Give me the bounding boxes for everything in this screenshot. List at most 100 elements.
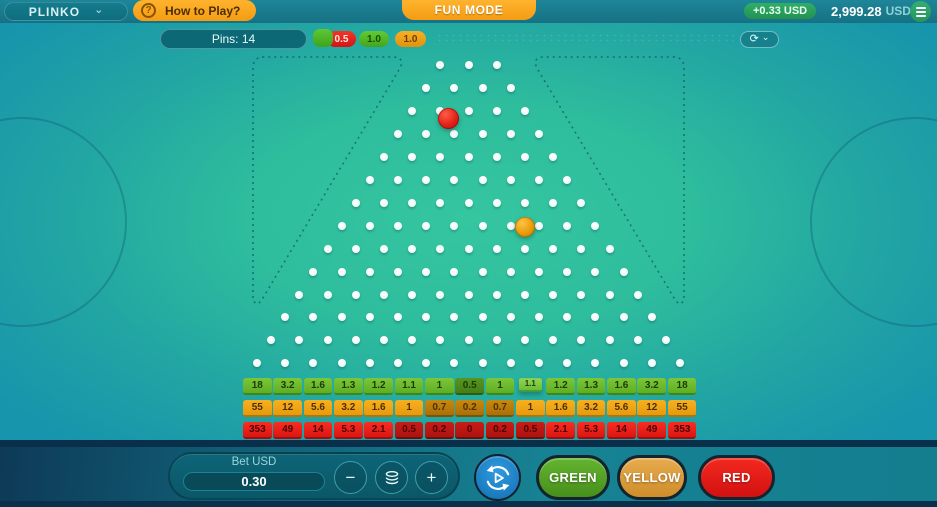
multiplier-cell-green: 1.2: [364, 378, 393, 395]
peg: [379, 290, 388, 299]
peg: [394, 221, 402, 230]
result-chip-green: 1.0: [359, 31, 389, 47]
peg: [422, 359, 431, 368]
peg: [563, 267, 572, 276]
peg: [295, 336, 304, 345]
multiplier-cell-red: 0.5: [394, 422, 424, 439]
peg: [337, 221, 346, 230]
peg: [478, 359, 487, 368]
game-selector[interactable]: PLINKO ⌄: [4, 2, 128, 21]
peg: [450, 313, 459, 322]
peg: [591, 267, 600, 276]
peg: [436, 290, 445, 299]
peg: [535, 221, 543, 230]
multiplier-cell-yellow: 1: [394, 400, 424, 417]
peg: [492, 336, 501, 345]
peg: [676, 359, 684, 368]
peg: [605, 336, 614, 345]
peg: [408, 244, 417, 253]
peg: [506, 175, 515, 184]
peg: [591, 359, 600, 368]
peg: [563, 359, 572, 368]
peg: [506, 267, 515, 276]
peg: [365, 267, 374, 276]
peg: [436, 336, 445, 345]
multiplier-cell-green: 1.3: [576, 378, 606, 395]
peg: [577, 290, 586, 299]
peg: [577, 336, 586, 345]
peg: [520, 336, 529, 345]
peg: [408, 106, 417, 115]
peg: [351, 336, 360, 345]
bet-decrease-button[interactable]: −: [334, 461, 367, 494]
multiplier-cell-green: 1.1: [518, 378, 542, 392]
peg: [619, 313, 628, 322]
multiplier-cell-red: 49: [273, 422, 302, 439]
peg: [422, 221, 431, 230]
multiplier-cell-red: 0.5: [516, 422, 545, 439]
peg: [478, 83, 487, 92]
bet-increase-button[interactable]: +: [415, 461, 448, 494]
multiplier-cell-red: 0: [455, 422, 484, 439]
peg: [478, 175, 487, 184]
peg: [478, 313, 487, 322]
peg: [577, 244, 586, 253]
bet-red-button[interactable]: RED: [698, 455, 775, 500]
peg: [535, 359, 543, 368]
peg: [365, 221, 374, 230]
multiplier-row-green: 18 3.2 1.6 1.3 1.2 1.1 1 0.5 1 1.1 1.2 1.3 1.6 3.2 18: [243, 378, 698, 396]
peg: [478, 129, 487, 138]
bottom-bar: [0, 447, 937, 501]
peg: [394, 267, 402, 276]
peg: [337, 313, 346, 322]
peg: [619, 267, 628, 276]
how-to-play-button[interactable]: ? How to Play?: [133, 0, 257, 21]
autoplay-button[interactable]: [474, 454, 521, 501]
peg: [535, 267, 543, 276]
peg: [619, 359, 628, 368]
peg: [520, 152, 529, 161]
multiplier-cell-red: 2.1: [546, 422, 576, 439]
multiplier-cell-green: 18: [667, 378, 697, 395]
multiplier-cell-yellow: 55: [667, 400, 697, 417]
peg: [506, 221, 515, 230]
peg: [492, 61, 501, 69]
peg: [436, 244, 445, 253]
funnel-wall-left: [252, 56, 403, 305]
bet-green-button[interactable]: GREEN: [536, 455, 610, 500]
separator-bottom: [0, 501, 937, 507]
peg: [464, 61, 473, 69]
peg: [492, 244, 501, 253]
peg: [464, 106, 473, 115]
balance-value: 2,999.28: [831, 3, 882, 19]
peg: [450, 83, 459, 92]
peg: [563, 175, 572, 184]
plus-icon: +: [426, 467, 437, 487]
peg: [520, 198, 529, 207]
bet-yellow-button[interactable]: YELLOW: [617, 455, 687, 500]
multiplier-cell-yellow: 5.6: [607, 400, 636, 417]
peg: [478, 221, 487, 230]
help-icon: ?: [141, 3, 156, 18]
red-ball: [437, 107, 459, 129]
autoplay-icon: [486, 464, 509, 491]
how-to-play-label: How to Play?: [165, 3, 241, 18]
peg: [591, 313, 600, 322]
peg: [379, 244, 388, 253]
peg: [379, 336, 388, 345]
balance-currency: USD: [885, 4, 911, 18]
menu-button[interactable]: [910, 1, 931, 22]
bet-amount-input[interactable]: 0.30: [183, 472, 325, 491]
history-dropdown[interactable]: ⟳ ⌄: [740, 31, 779, 48]
peg: [450, 359, 459, 368]
peg: [351, 290, 360, 299]
bet-presets-button[interactable]: [375, 461, 408, 494]
peg: [633, 290, 642, 299]
peg: [464, 198, 473, 207]
multiplier-cell-yellow: 0.2: [455, 400, 484, 417]
peg: [408, 336, 417, 345]
peg: [323, 336, 332, 345]
multiplier-cell-red: 5.3: [334, 422, 363, 439]
peg: [450, 267, 459, 276]
multiplier-cell-red: 2.1: [364, 422, 393, 439]
